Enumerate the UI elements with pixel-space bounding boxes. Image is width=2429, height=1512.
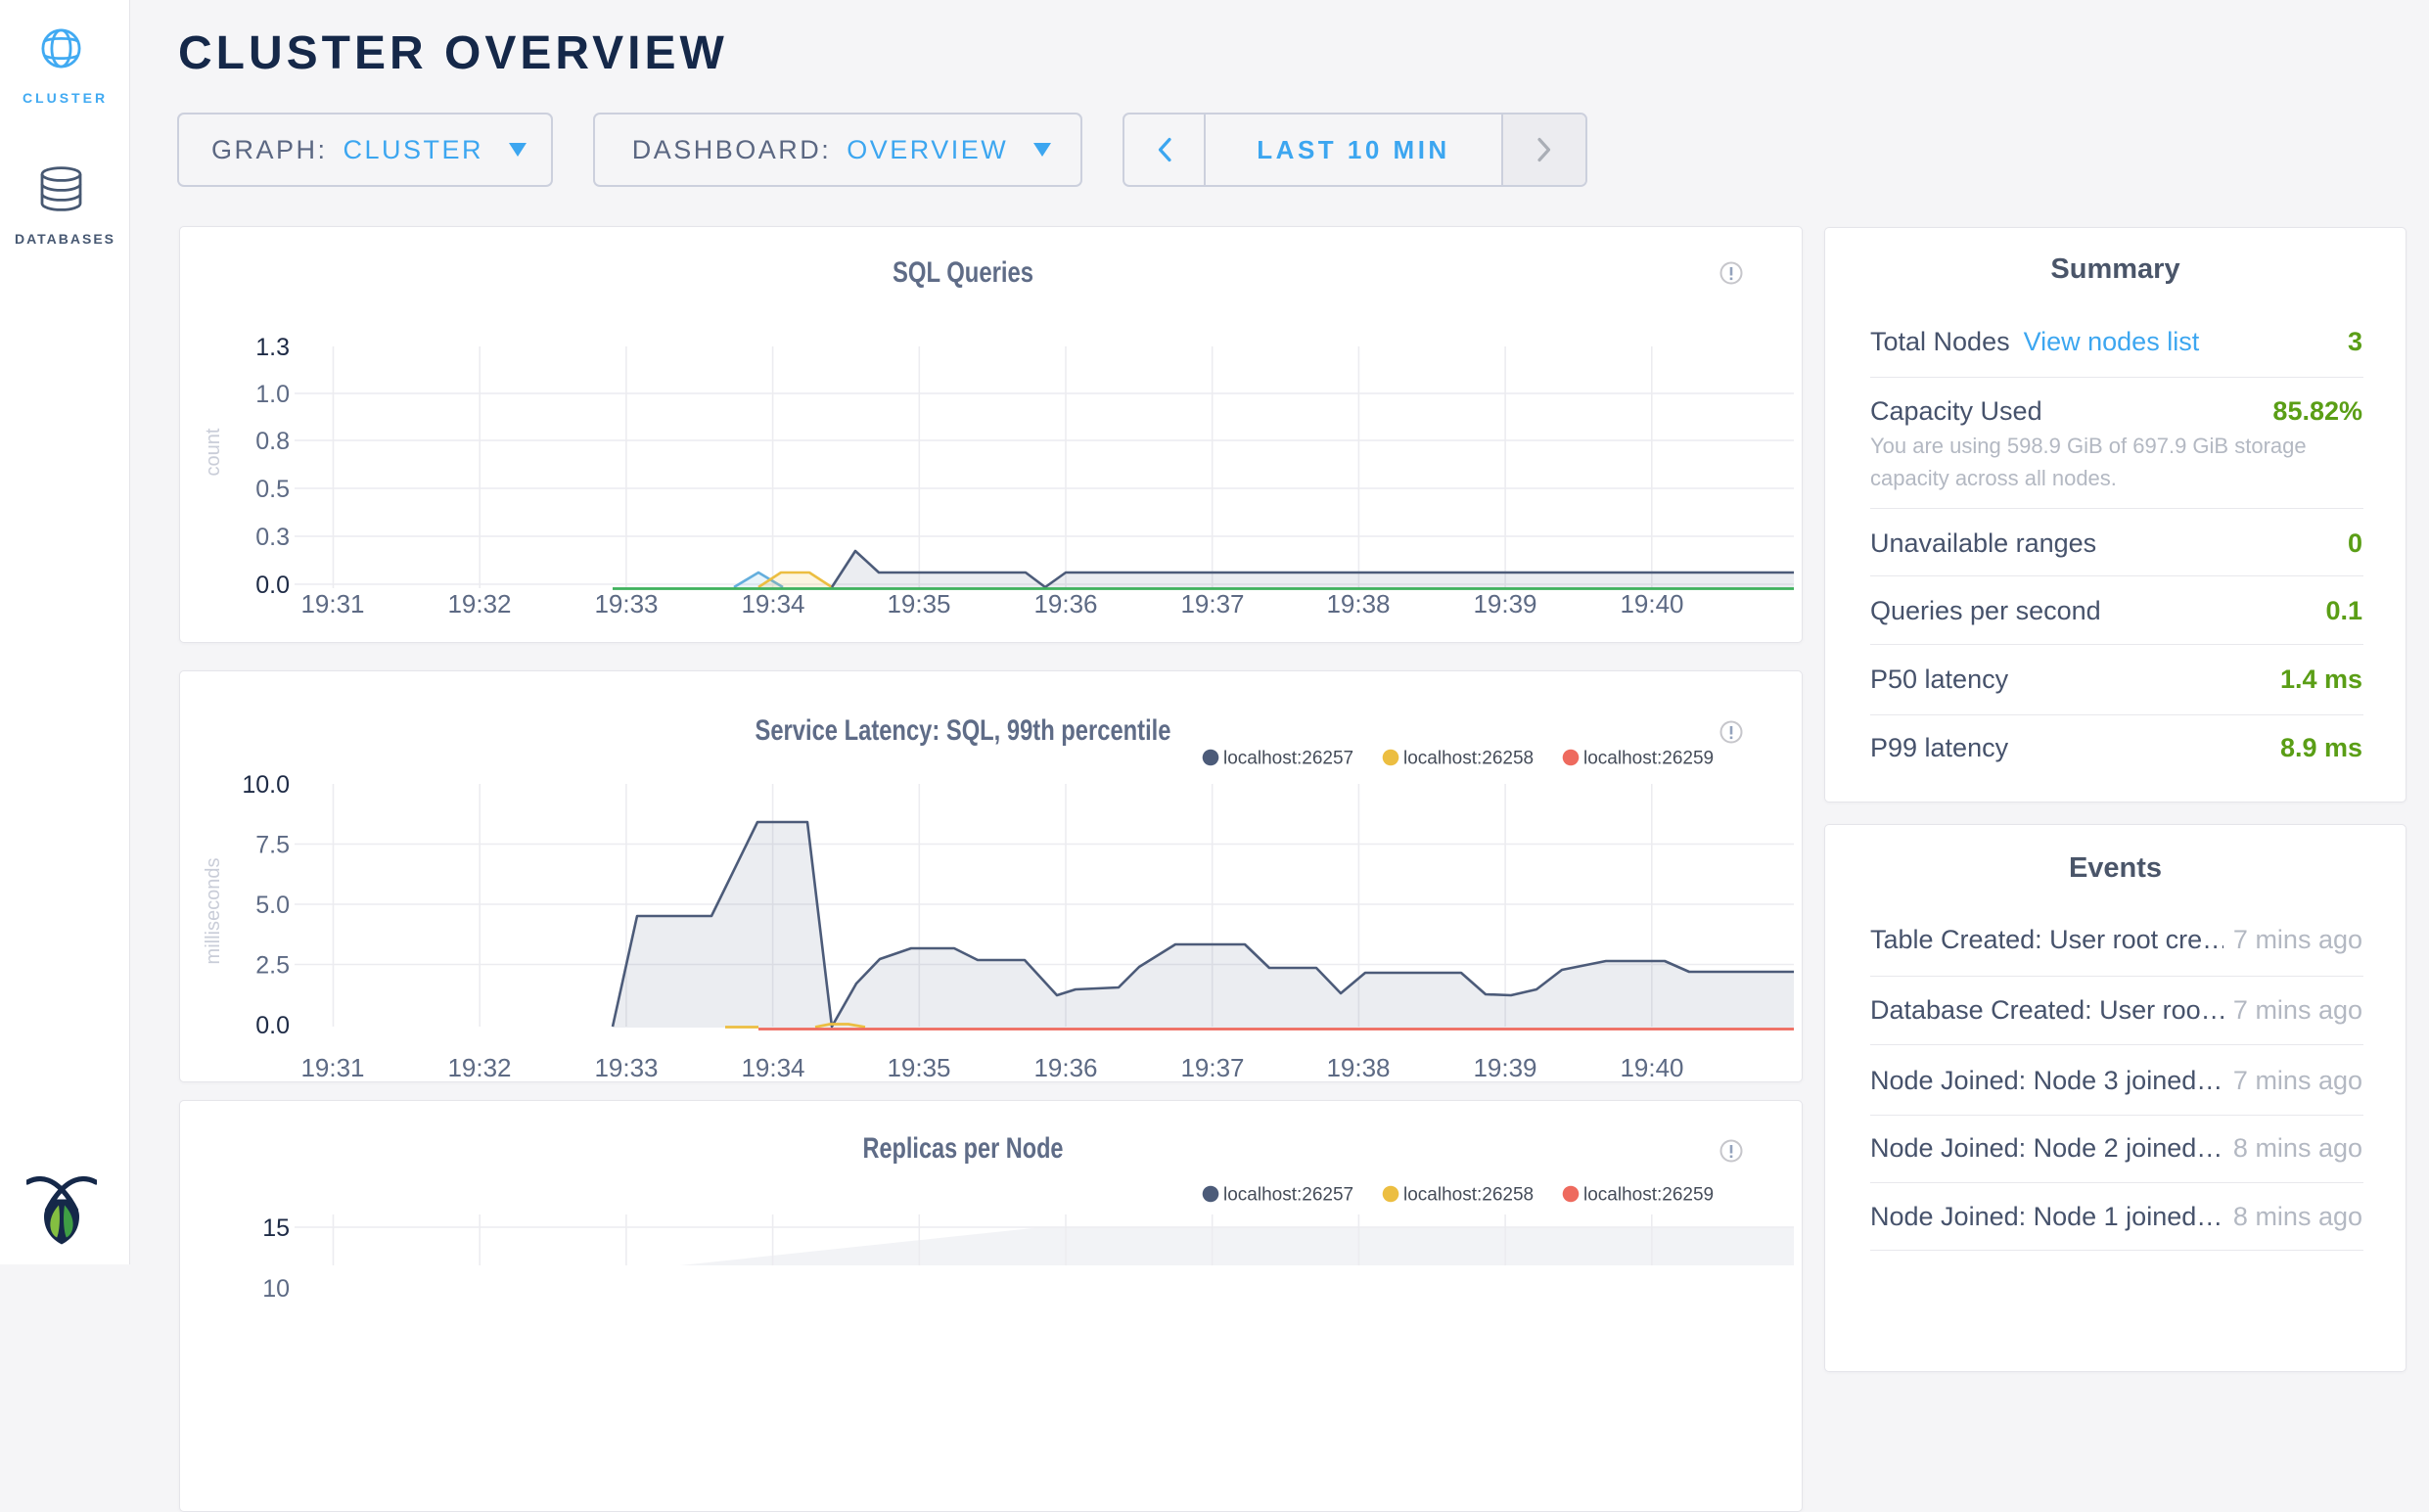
svg-text:19:36: 19:36 xyxy=(1033,1053,1097,1081)
svg-text:19:40: 19:40 xyxy=(1620,589,1683,619)
svg-text:19:32: 19:32 xyxy=(447,589,511,619)
svg-text:SQL Queries: SQL Queries xyxy=(893,256,1033,289)
svg-text:19:33: 19:33 xyxy=(594,589,658,619)
svg-text:localhost:26257: localhost:26257 xyxy=(1223,1185,1353,1206)
svg-text:count: count xyxy=(203,428,224,476)
svg-text:localhost:26257: localhost:26257 xyxy=(1223,749,1353,769)
svg-text:localhost:26259: localhost:26259 xyxy=(1583,1185,1714,1206)
svg-text:Service Latency: SQL, 99th per: Service Latency: SQL, 99th percentile xyxy=(756,714,1171,747)
svg-text:7.5: 7.5 xyxy=(255,832,290,859)
svg-text:Replicas per Node: Replicas per Node xyxy=(863,1132,1064,1165)
svg-text:2.5: 2.5 xyxy=(255,952,290,980)
svg-text:0.0: 0.0 xyxy=(255,1012,290,1039)
svg-text:0.8: 0.8 xyxy=(255,428,290,455)
svg-text:milliseconds: milliseconds xyxy=(203,858,224,965)
svg-text:19:34: 19:34 xyxy=(741,1053,804,1081)
svg-text:19:37: 19:37 xyxy=(1180,589,1244,619)
svg-text:19:39: 19:39 xyxy=(1473,589,1536,619)
svg-text:localhost:26258: localhost:26258 xyxy=(1403,1185,1534,1206)
svg-text:19:34: 19:34 xyxy=(741,589,804,619)
svg-text:19:36: 19:36 xyxy=(1033,589,1097,619)
svg-text:5.0: 5.0 xyxy=(255,892,290,919)
svg-text:19:33: 19:33 xyxy=(594,1053,658,1081)
svg-text:10.0: 10.0 xyxy=(242,771,290,799)
svg-text:15: 15 xyxy=(262,1214,290,1242)
svg-text:19:37: 19:37 xyxy=(1180,1053,1244,1081)
svg-text:19:38: 19:38 xyxy=(1326,1053,1390,1081)
svg-text:19:35: 19:35 xyxy=(887,1053,950,1081)
svg-text:19:32: 19:32 xyxy=(447,1053,511,1081)
svg-text:19:31: 19:31 xyxy=(300,1053,364,1081)
svg-text:1.0: 1.0 xyxy=(255,381,290,408)
svg-text:19:39: 19:39 xyxy=(1473,1053,1536,1081)
svg-text:0.3: 0.3 xyxy=(255,524,290,551)
svg-text:19:40: 19:40 xyxy=(1620,1053,1683,1081)
svg-text:19:31: 19:31 xyxy=(300,589,364,619)
svg-text:localhost:26258: localhost:26258 xyxy=(1403,749,1534,769)
svg-text:19:38: 19:38 xyxy=(1326,589,1390,619)
svg-text:0.0: 0.0 xyxy=(255,572,290,599)
svg-text:0.5: 0.5 xyxy=(255,476,290,503)
svg-text:19:35: 19:35 xyxy=(887,589,950,619)
svg-text:localhost:26259: localhost:26259 xyxy=(1583,749,1714,769)
svg-text:1.3: 1.3 xyxy=(255,334,290,361)
svg-text:10: 10 xyxy=(262,1275,290,1303)
